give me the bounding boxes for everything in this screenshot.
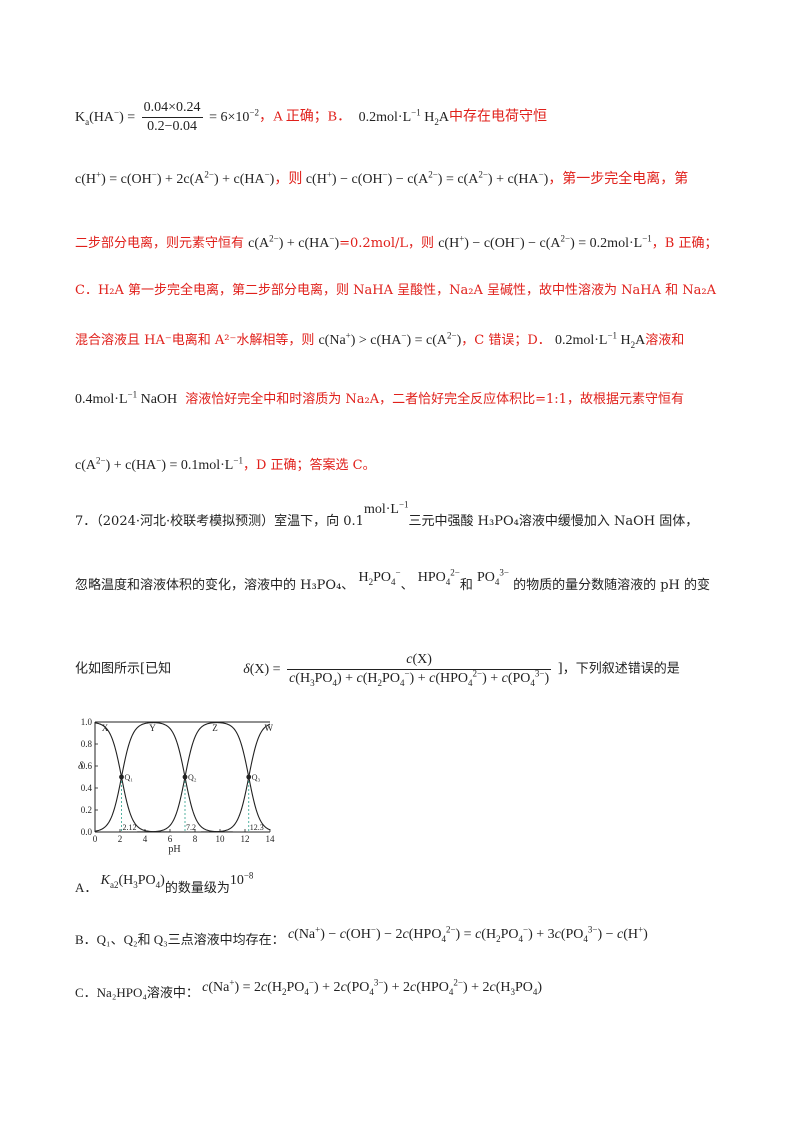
y-tick-label: 1.0: [81, 717, 93, 727]
option-a-exponent: −8: [243, 870, 254, 881]
solution-line-7: c(A2−) + c(HA−) = 0.1mol·L−1，D 正确；答案选 C。: [75, 455, 376, 473]
y-tick-label: 0.4: [81, 783, 93, 793]
x-tick-label: 14: [266, 834, 276, 844]
x-tick-label: 10: [216, 834, 226, 844]
element-conservation-text: 二步部分电离，则元素守恒有: [75, 236, 245, 251]
option-c: C．Na₂HPO₄溶液中： c(Na+) = 2c(H2PO4−) + 2c(P…: [75, 977, 543, 1000]
answer-b-correct: ，B 正确；: [651, 236, 718, 251]
q-tick-label: 12.3: [250, 823, 264, 832]
first-step-text: ，第一步完全电离，第: [548, 172, 689, 187]
solution-line-1: Ka(HA−) = 0.04×0.24 0.2−0.04 = 6×10−2，A …: [75, 100, 547, 135]
y-tick-label: 0.2: [81, 805, 92, 815]
solution-line-4: C．H₂A 第一步完全电离，第二步部分电离，则 NaHA 呈酸性，Na₂A 呈碱…: [75, 283, 716, 298]
y-tick-label: 0.0: [81, 827, 93, 837]
separator: 、: [400, 578, 414, 593]
series-line-w: [95, 723, 271, 833]
question-prompt: ]，下列叙述错误的是: [557, 661, 680, 677]
x-axis-label: pH: [168, 844, 180, 855]
option-a-label: A．: [75, 880, 98, 895]
option-c-label: C．Na₂HPO₄溶液中：: [75, 985, 199, 1000]
q-tick-label: 2.12: [123, 823, 137, 832]
solution-line-6: 0.4mol·L−1 NaOH 溶液恰好完全中和时溶质为 Na₂A，二者恰好完全…: [75, 389, 684, 407]
known-text: 化如图所示[已知: [75, 661, 172, 677]
q-point-label: Q₂: [188, 773, 197, 782]
option-b-label: B．Q₁、Q₂和 Q₃三点溶液中均存在：: [75, 932, 285, 947]
distribution-chart: 0 2 4 6 8 10 12 14 0.0 0.2 0.4 0.6 0.8 1.0 pH δ X Y Z W Q₁ 2.…: [78, 717, 276, 855]
ka-value: 6×10: [220, 109, 250, 125]
concentration-text: =0.2mol/L，则: [339, 236, 435, 251]
x-tick-label: 6: [168, 834, 173, 844]
fraction-denominator: 0.2−0.04: [147, 119, 198, 134]
solution-and-text: 溶液和: [645, 333, 685, 348]
q-point-label: Q₃: [252, 773, 261, 782]
fraction-text: 的物质的量分数随溶液的 pH 的变: [513, 578, 711, 593]
solution-line-3: 二步部分电离，则元素守恒有 c(A2−) + c(HA−)=0.2mol/L，则…: [75, 233, 718, 251]
x-tick-label: 0: [93, 834, 98, 844]
series-line-y: [94, 722, 270, 833]
option-b: B．Q₁、Q₂和 Q₃三点溶液中均存在： c(Na+) − c(OH−) − 2…: [75, 924, 648, 947]
y-tick-label: 0.8: [81, 739, 93, 749]
series-label: X: [102, 723, 109, 733]
question-number: 7．（2024·河北·校联考模拟预测）室温下，向 0.1: [75, 514, 364, 529]
series-label: Z: [212, 723, 218, 733]
species-list: 忽略温度和溶液体积的变化，溶液中的 H₃PO₄、: [75, 578, 355, 593]
q-point: [182, 774, 188, 780]
question-line-1: 7．（2024·河北·校联考模拟预测）室温下，向 0.1mol·L−1三元中强酸…: [75, 499, 699, 529]
option-a-value: 10: [229, 873, 244, 888]
mixture-text: 混合溶液且 HA⁻电离和 A²⁻水解相等，则: [75, 333, 315, 348]
series-label: W: [265, 723, 274, 733]
then-text: ，则: [274, 172, 303, 187]
option-a-text: 的数量级为: [164, 880, 230, 895]
x-tick-label: 8: [193, 834, 198, 844]
option-a: A． Ka2(H3PO4)的数量级为10−8: [75, 870, 254, 895]
question-line-2: 忽略温度和溶液体积的变化，溶液中的 H₃PO₄、 H2PO4−、 HPO42−和…: [75, 567, 711, 593]
and-text: 和: [459, 578, 473, 593]
question-line-3: 化如图所示[已知 δ(X) = c(X) c(H3PO4) + c(H2PO4−…: [75, 652, 680, 688]
y-axis-label: δ: [78, 760, 84, 772]
answer-d-correct: ，D 正确；答案选 C。: [242, 458, 376, 473]
solution-line-5: 混合溶液且 HA⁻电离和 A²⁻水解相等，则 c(Na+) > c(HA−) =…: [75, 330, 685, 350]
series-label: Y: [149, 723, 156, 733]
delta-definition: c(X) c(H3PO4) + c(H2PO4−) + c(HPO42−) + …: [287, 652, 552, 688]
x-tick-label: 4: [143, 834, 148, 844]
y-tick-label: 0.6: [81, 761, 93, 771]
x-tick-label: 12: [241, 834, 250, 844]
x-tick-label: 2: [118, 834, 123, 844]
answer-a-correct: ，A 正确；B．: [258, 109, 352, 125]
answer-c-wrong: ，C 错误；D．: [461, 333, 551, 348]
fraction-numerator: 0.04×0.24: [141, 100, 203, 118]
charge-conservation-text: 中存在电荷守恒: [448, 109, 547, 125]
q-tick-label: 7.2: [186, 823, 196, 832]
q-point: [119, 774, 124, 780]
neutralization-text: 溶液恰好完全中和时溶质为 Na₂A，二者恰好完全反应体积比=1:1，故根据元素守…: [185, 392, 684, 407]
ka-fraction: 0.04×0.24 0.2−0.04: [141, 100, 203, 135]
ka-exponent: −2: [249, 107, 259, 118]
question-intro: 三元中强酸 H₃PO₄溶液中缓慢加入 NaOH 固体，: [408, 514, 699, 529]
solution-line-2: c(H+) = c(OH−) + 2c(A2−) + c(HA−)，则 c(H+…: [75, 169, 689, 187]
concentration-unit: mol·L: [363, 502, 399, 517]
q-point: [246, 774, 252, 780]
q-point-label: Q₁: [125, 773, 134, 782]
